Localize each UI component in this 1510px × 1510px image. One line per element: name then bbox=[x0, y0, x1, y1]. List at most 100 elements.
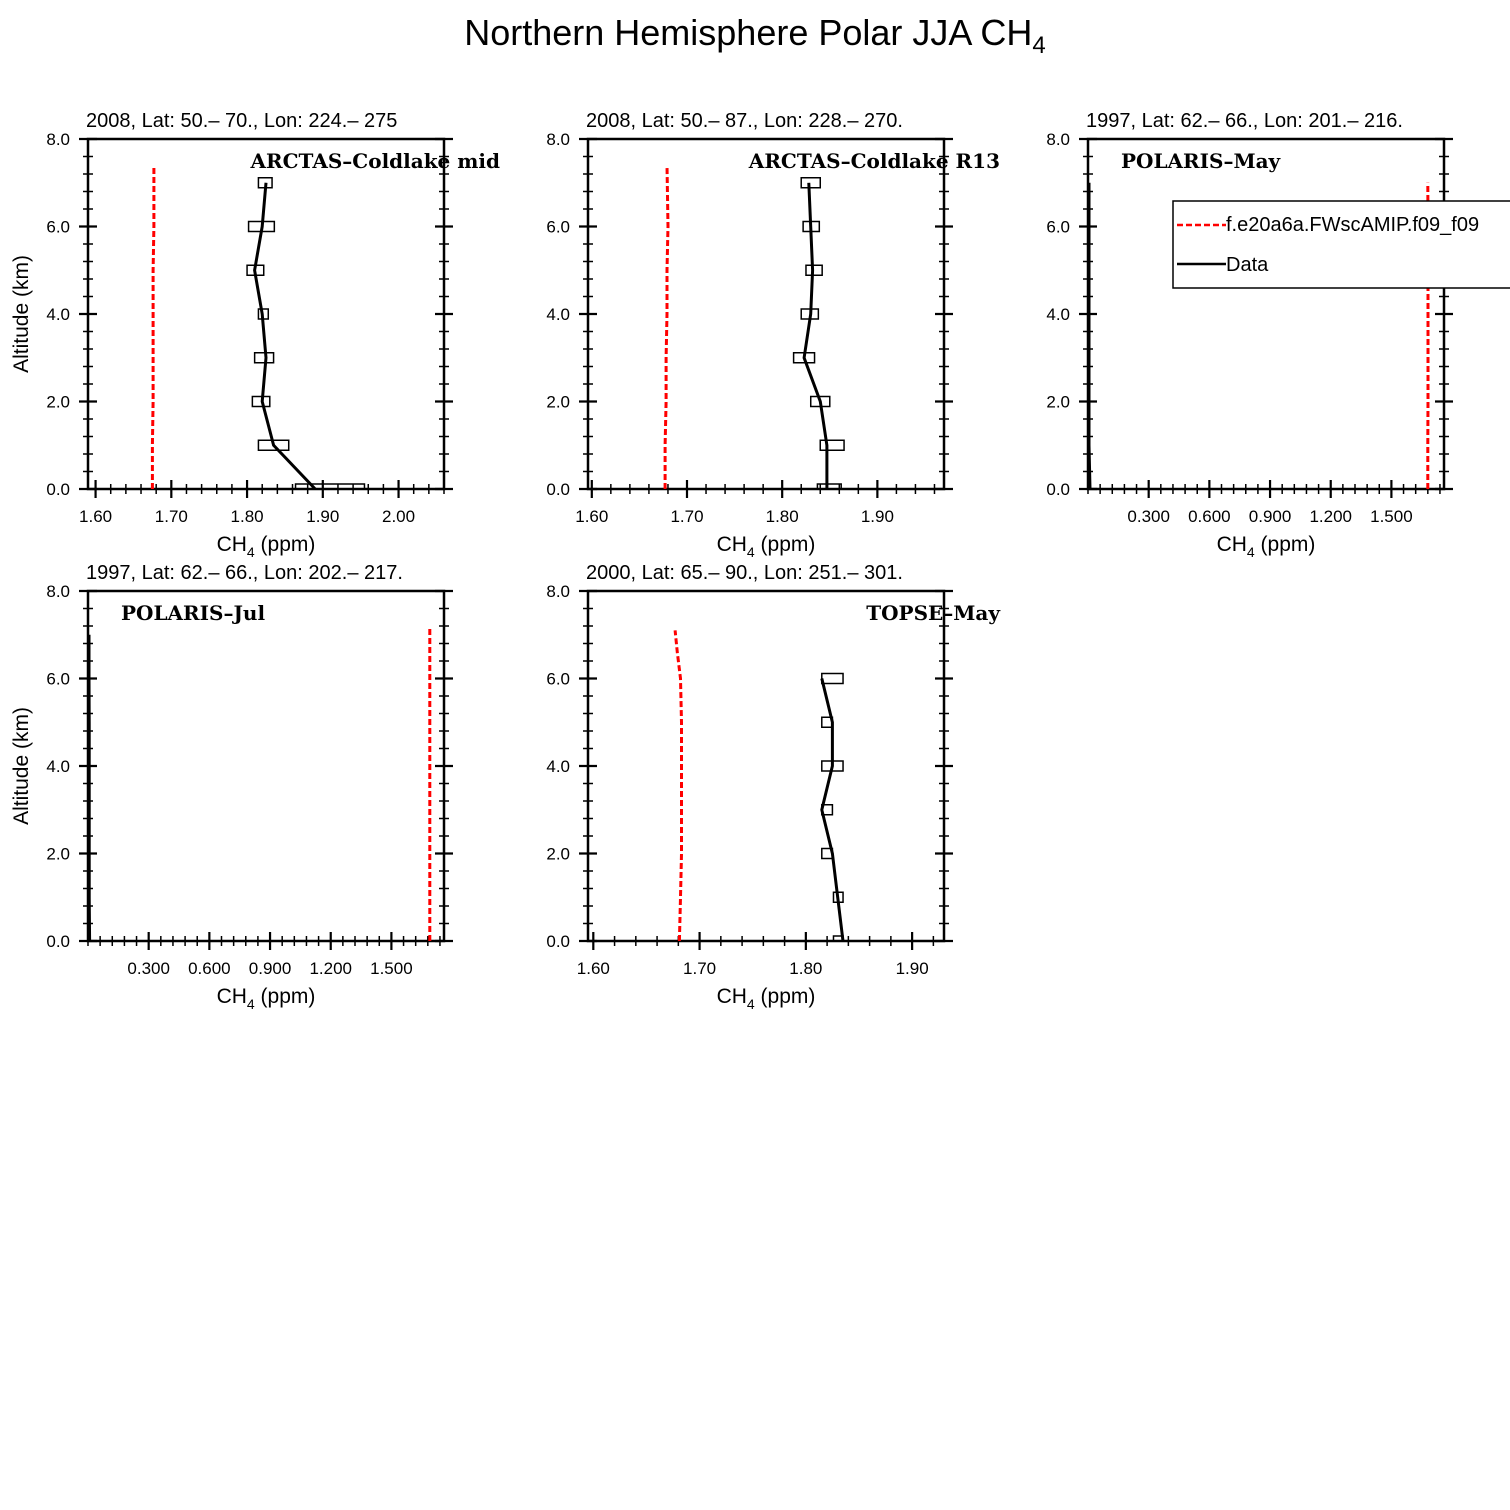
data-range-box bbox=[821, 804, 834, 816]
x-tick-label: 1.60 bbox=[575, 507, 608, 526]
figure-title: Northern Hemisphere Polar JJA CH4 bbox=[464, 12, 1046, 59]
x-tick-label: 1.80 bbox=[231, 507, 264, 526]
panel-1: 0.0 2.0 4.0 6.0 8.0 1.60 1.70 1.80 1.90 2.00 2008,… bbox=[10, 110, 500, 560]
y-tick-label: 4.0 bbox=[546, 757, 570, 776]
data-range-box bbox=[246, 264, 265, 276]
model-profile-line bbox=[663, 165, 670, 489]
campaign-label: POLARIS–Jul bbox=[121, 601, 265, 625]
panel-title: 2008, Lat: 50.– 87., Lon: 228.– 270. bbox=[586, 110, 903, 132]
y-tick-label: 0.0 bbox=[1046, 480, 1070, 499]
data-range-box bbox=[819, 439, 845, 451]
y-tick-label: 0.0 bbox=[46, 480, 70, 499]
plot-frame bbox=[1086, 137, 1446, 491]
y-tick-label: 8.0 bbox=[46, 582, 70, 601]
legend: f.e20a6a.FWscAMIP.f09_f09 Data bbox=[1172, 200, 1510, 289]
plot-frame bbox=[586, 137, 946, 491]
x-axis-label: CH4 (ppm) bbox=[217, 533, 316, 560]
data-range-box bbox=[800, 308, 820, 320]
data-range-box bbox=[247, 220, 276, 233]
x-tick-label: 1.80 bbox=[766, 507, 799, 526]
y-tick-label: 2.0 bbox=[46, 393, 70, 412]
x-tick-label: 1.90 bbox=[861, 507, 894, 526]
data-range-box bbox=[821, 847, 834, 860]
data-range-box bbox=[253, 352, 275, 364]
panel-4: 0.0 2.0 4.0 6.0 8.0 0.300 0.600 0.900 1.200 1.500… bbox=[10, 562, 453, 1012]
y-tick-label: 4.0 bbox=[546, 305, 570, 324]
data-range-box bbox=[294, 483, 366, 489]
y-tick-label: 6.0 bbox=[1046, 218, 1070, 237]
x-tick-label: 1.500 bbox=[1370, 507, 1413, 526]
x-tick-label: 1.200 bbox=[1309, 507, 1352, 526]
x-tick-label: 1.60 bbox=[577, 959, 610, 978]
panel-title: 2008, Lat: 50.– 70., Lon: 224.– 275 bbox=[86, 110, 397, 132]
y-tick-label: 0.0 bbox=[546, 480, 570, 499]
plot-frame bbox=[586, 589, 946, 943]
y-tick-label: 6.0 bbox=[546, 218, 570, 237]
model-profile-line bbox=[150, 165, 156, 489]
x-tick-label: 1.90 bbox=[896, 959, 929, 978]
data-range-box bbox=[800, 177, 822, 189]
data-range-box bbox=[792, 352, 816, 364]
y-tick-label: 6.0 bbox=[546, 670, 570, 689]
legend-data-label: Data bbox=[1226, 254, 1269, 276]
x-tick-label: 0.600 bbox=[1188, 507, 1231, 526]
data-range-box bbox=[257, 177, 273, 189]
y-tick-label: 8.0 bbox=[1046, 130, 1070, 149]
y-tick-label: 6.0 bbox=[46, 218, 70, 237]
panel-title: 2000, Lat: 65.– 90., Lon: 251.– 301. bbox=[586, 562, 903, 584]
y-tick-label: 2.0 bbox=[546, 393, 570, 412]
data-range-box bbox=[832, 891, 844, 903]
data-profile-line bbox=[802, 182, 829, 489]
y-tick-label: 2.0 bbox=[546, 845, 570, 864]
plot-area bbox=[673, 630, 845, 941]
x-axis-label: CH4 (ppm) bbox=[217, 985, 316, 1012]
data-range-box bbox=[821, 672, 844, 685]
plot-frame bbox=[86, 589, 446, 943]
x-axis-label: CH4 (ppm) bbox=[717, 533, 816, 560]
y-tick-label: 4.0 bbox=[46, 757, 70, 776]
panel-2: 0.0 2.0 4.0 6.0 8.0 1.60 1.70 1.80 1.90 2008, Lat… bbox=[546, 110, 1000, 560]
y-tick-label: 4.0 bbox=[46, 305, 70, 324]
y-axis-label: Altitude (km) bbox=[10, 707, 33, 825]
plot-area bbox=[150, 165, 366, 489]
data-range-box bbox=[251, 395, 271, 408]
y-tick-label: 8.0 bbox=[546, 582, 570, 601]
data-range-box bbox=[832, 935, 844, 941]
panels: 0.0 2.0 4.0 6.0 8.0 1.60 1.70 1.80 1.90 2.00 2008,… bbox=[10, 110, 1510, 1012]
data-range-box bbox=[821, 760, 844, 772]
y-tick-label: 6.0 bbox=[46, 670, 70, 689]
x-tick-label: 0.900 bbox=[249, 959, 292, 978]
panel-title: 1997, Lat: 62.– 66., Lon: 201.– 216. bbox=[1086, 110, 1403, 132]
x-tick-label: 1.60 bbox=[79, 507, 112, 526]
x-tick-label: 1.70 bbox=[670, 507, 703, 526]
x-tick-label: 1.200 bbox=[309, 959, 352, 978]
x-tick-label: 1.500 bbox=[370, 959, 413, 978]
x-tick-label: 1.90 bbox=[306, 507, 339, 526]
x-tick-label: 0.600 bbox=[188, 959, 231, 978]
legend-box bbox=[1172, 200, 1510, 289]
plot-area bbox=[663, 165, 845, 489]
data-range-box bbox=[805, 264, 823, 276]
y-tick-label: 0.0 bbox=[546, 932, 570, 951]
model-profile-line bbox=[673, 630, 683, 941]
legend-model-label: f.e20a6a.FWscAMIP.f09_f09 bbox=[1226, 214, 1479, 236]
data-profile-line bbox=[88, 634, 92, 941]
panel-5: 0.0 2.0 4.0 6.0 8.0 1.60 1.70 1.80 1.90 2000, Lat… bbox=[546, 562, 1001, 1012]
x-tick-label: 0.300 bbox=[127, 959, 170, 978]
campaign-label: POLARIS–May bbox=[1121, 149, 1282, 173]
x-tick-label: 1.70 bbox=[155, 507, 188, 526]
y-tick-label: 8.0 bbox=[46, 130, 70, 149]
panel-title: 1997, Lat: 62.– 66., Lon: 202.– 217. bbox=[86, 562, 403, 584]
campaign-label: ARCTAS–Coldlake mid bbox=[250, 149, 501, 173]
data-range-box bbox=[257, 308, 270, 320]
x-tick-label: 0.900 bbox=[1249, 507, 1292, 526]
data-range-box bbox=[821, 716, 834, 728]
x-tick-label: 1.70 bbox=[683, 959, 716, 978]
x-tick-label: 0.300 bbox=[1127, 507, 1170, 526]
x-axis-label: CH4 (ppm) bbox=[1217, 533, 1316, 560]
data-range-box bbox=[809, 395, 831, 408]
x-tick-label: 1.80 bbox=[789, 959, 822, 978]
data-profile-line bbox=[1088, 182, 1092, 489]
y-tick-label: 8.0 bbox=[546, 130, 570, 149]
